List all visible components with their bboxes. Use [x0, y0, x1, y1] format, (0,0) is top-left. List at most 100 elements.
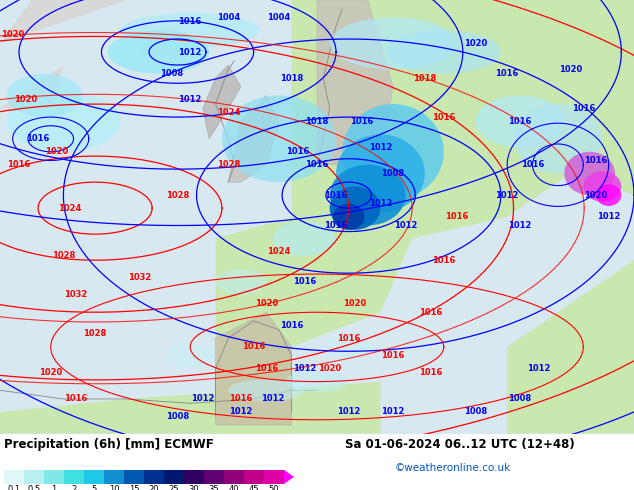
Ellipse shape: [6, 74, 82, 117]
Bar: [104, 470, 124, 484]
Polygon shape: [228, 96, 279, 182]
Text: 0.1: 0.1: [8, 485, 20, 490]
Ellipse shape: [228, 379, 304, 401]
Bar: [124, 470, 144, 484]
Text: 1020: 1020: [344, 299, 366, 308]
Bar: [4, 470, 24, 484]
Polygon shape: [317, 0, 393, 165]
Text: 1016: 1016: [382, 351, 404, 360]
Text: 1016: 1016: [242, 343, 265, 351]
Text: 1028: 1028: [52, 251, 75, 260]
Bar: [184, 470, 204, 484]
Text: 1012: 1012: [293, 364, 316, 373]
Text: 1028: 1028: [217, 160, 240, 169]
Ellipse shape: [273, 221, 336, 256]
Text: 1016: 1016: [287, 147, 309, 156]
Text: Sa 01-06-2024 06..12 UTC (12+48): Sa 01-06-2024 06..12 UTC (12+48): [345, 438, 575, 451]
Ellipse shape: [165, 343, 216, 368]
Ellipse shape: [330, 165, 406, 225]
Polygon shape: [203, 65, 241, 139]
Text: 1024: 1024: [58, 204, 81, 213]
Bar: [144, 470, 164, 484]
Ellipse shape: [330, 17, 456, 70]
Ellipse shape: [476, 96, 564, 147]
Text: 1020: 1020: [14, 95, 37, 104]
Ellipse shape: [333, 204, 365, 230]
Text: 1020: 1020: [585, 191, 607, 199]
Ellipse shape: [342, 104, 444, 199]
Polygon shape: [507, 260, 634, 434]
Text: 1016: 1016: [420, 308, 443, 317]
Text: 1020: 1020: [464, 39, 487, 48]
Text: 1016: 1016: [255, 364, 278, 373]
Text: 1016: 1016: [521, 160, 544, 169]
Polygon shape: [0, 0, 127, 44]
Text: 1012: 1012: [496, 191, 519, 199]
Text: 1016: 1016: [572, 104, 595, 113]
Polygon shape: [0, 65, 63, 108]
Polygon shape: [284, 470, 294, 484]
Ellipse shape: [564, 152, 615, 195]
Text: 1004: 1004: [217, 13, 240, 22]
Text: 1: 1: [51, 485, 56, 490]
Text: 1004: 1004: [268, 13, 290, 22]
Text: 1008: 1008: [508, 394, 531, 403]
Text: 1008: 1008: [464, 408, 487, 416]
Ellipse shape: [216, 269, 266, 295]
Text: 1020: 1020: [255, 299, 278, 308]
Text: 1012: 1012: [369, 143, 392, 152]
Text: 1032: 1032: [65, 291, 87, 299]
Text: 1016: 1016: [432, 256, 455, 265]
Text: 1016: 1016: [179, 17, 202, 26]
Text: 1016: 1016: [337, 334, 360, 343]
Text: 1016: 1016: [293, 277, 316, 286]
Bar: [64, 470, 84, 484]
Polygon shape: [228, 96, 279, 182]
Bar: [84, 470, 104, 484]
Ellipse shape: [583, 172, 621, 202]
Ellipse shape: [120, 13, 260, 48]
Text: 1016: 1016: [432, 113, 455, 122]
Text: 1028: 1028: [166, 191, 189, 199]
Polygon shape: [0, 382, 380, 434]
Text: 1018: 1018: [413, 74, 436, 82]
Text: 1020: 1020: [559, 65, 582, 74]
Text: 1016: 1016: [496, 69, 519, 78]
Text: 10: 10: [109, 485, 119, 490]
Text: 45: 45: [249, 485, 259, 490]
Polygon shape: [203, 65, 241, 139]
Text: 1008: 1008: [382, 169, 404, 178]
Text: 1016: 1016: [508, 117, 531, 126]
Polygon shape: [139, 22, 190, 56]
Text: 50: 50: [269, 485, 279, 490]
Bar: [24, 470, 44, 484]
Text: 1016: 1016: [65, 394, 87, 403]
Text: ©weatheronline.co.uk: ©weatheronline.co.uk: [395, 463, 511, 473]
Text: 25: 25: [169, 485, 179, 490]
Ellipse shape: [514, 104, 602, 173]
Ellipse shape: [222, 96, 336, 182]
Text: 20: 20: [149, 485, 159, 490]
Ellipse shape: [108, 30, 209, 74]
Text: 1012: 1012: [191, 394, 214, 403]
Text: 1012: 1012: [179, 48, 202, 56]
Text: 0.5: 0.5: [27, 485, 41, 490]
Text: 1012: 1012: [230, 408, 252, 416]
Text: 1008: 1008: [160, 69, 183, 78]
Text: 1016: 1016: [27, 134, 49, 143]
Text: Precipitation (6h) [mm] ECMWF: Precipitation (6h) [mm] ECMWF: [4, 438, 214, 451]
Text: 1008: 1008: [166, 412, 189, 421]
Text: 1016: 1016: [230, 394, 252, 403]
Ellipse shape: [330, 187, 380, 230]
Text: 1016: 1016: [420, 368, 443, 377]
Text: 1018: 1018: [306, 117, 328, 126]
Ellipse shape: [285, 371, 349, 392]
Text: 1020: 1020: [46, 147, 68, 156]
Text: 1012: 1012: [394, 221, 417, 230]
Ellipse shape: [387, 30, 501, 74]
Text: 1028: 1028: [84, 329, 107, 339]
Text: 1020: 1020: [318, 364, 341, 373]
Text: 1016: 1016: [350, 117, 373, 126]
Text: 1012: 1012: [179, 95, 202, 104]
Text: 40: 40: [229, 485, 239, 490]
